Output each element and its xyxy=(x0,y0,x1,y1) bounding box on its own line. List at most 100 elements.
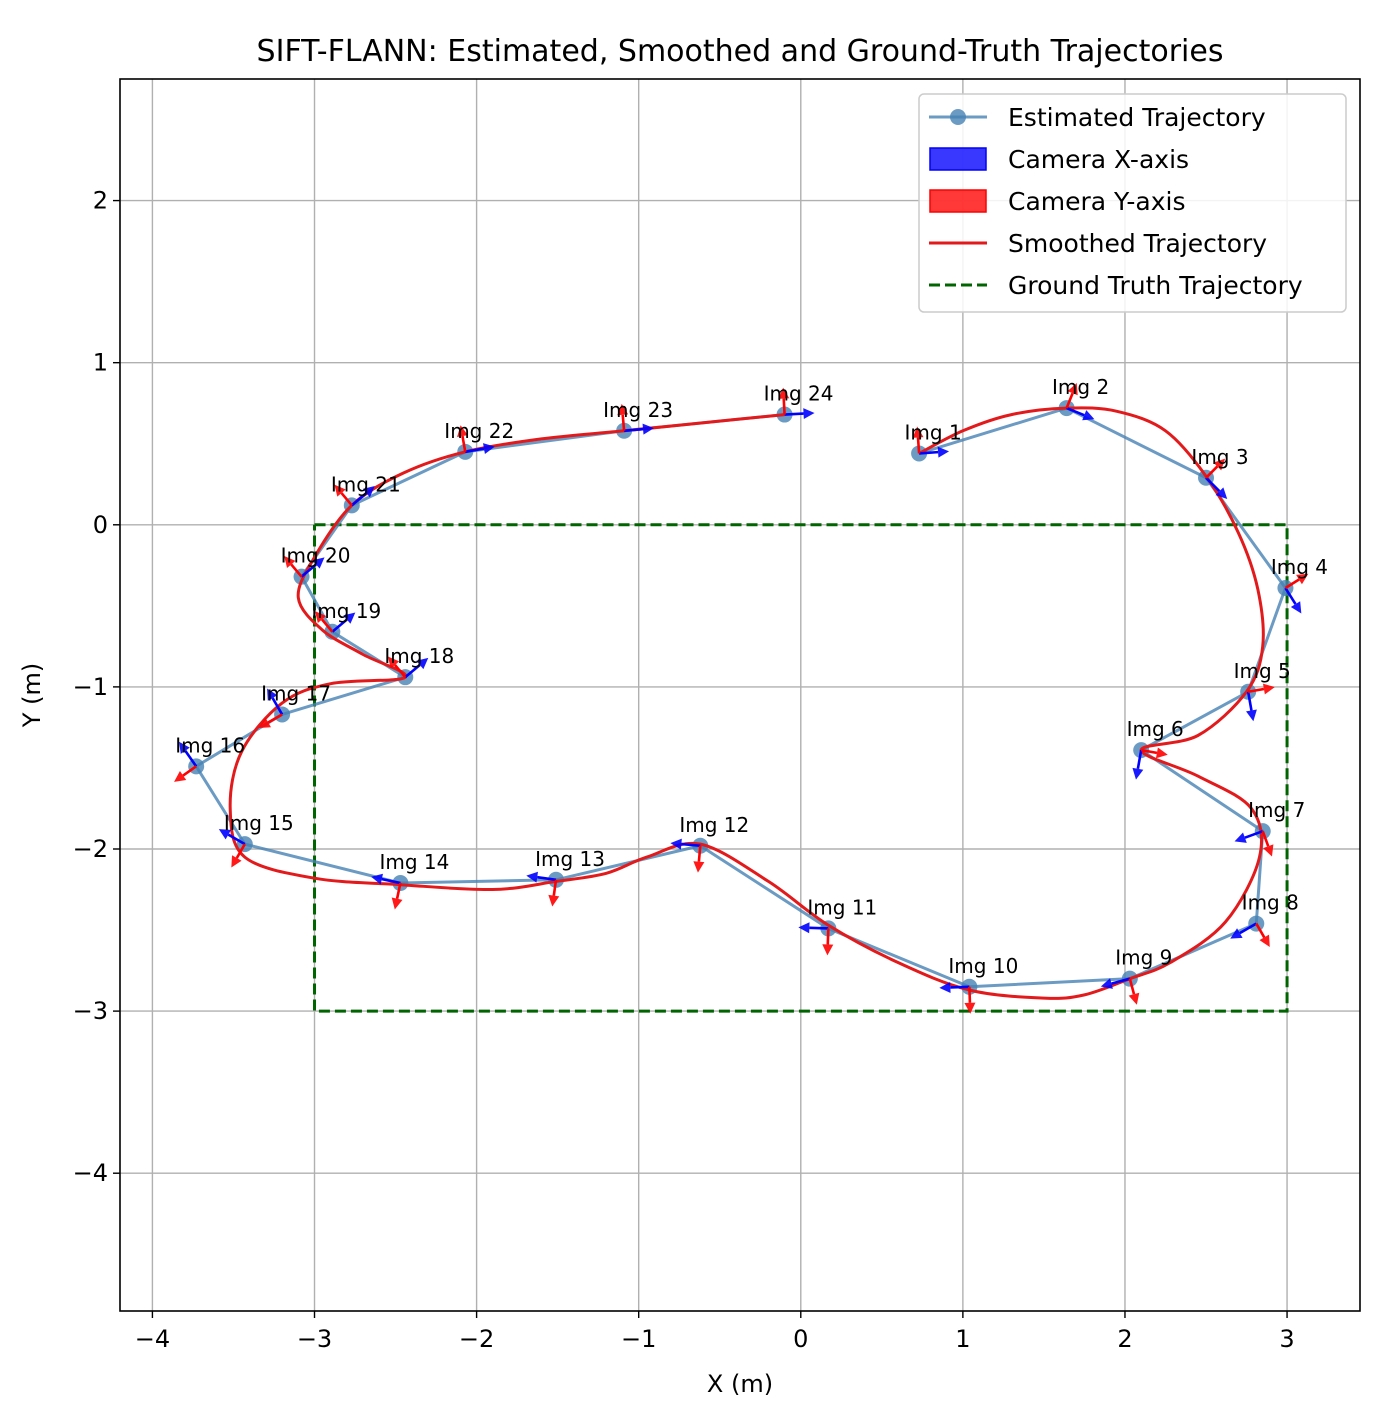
camera-y-arrow-head xyxy=(174,770,187,782)
camera-x-arrow-head xyxy=(798,922,810,934)
y-axis: −4 −3 −2 −1 0 1 2 xyxy=(73,187,120,1187)
camera-y-arrow-head xyxy=(391,897,403,910)
camera-y-arrow-shaft xyxy=(1128,978,1136,995)
camera-x-arrow-shaft xyxy=(1066,406,1085,417)
camera-x-arrow-shaft xyxy=(184,750,198,768)
camera-x-arrow-shaft xyxy=(465,447,485,454)
x-axis: −4 −3 −2 −1 0 1 2 3 xyxy=(135,1311,1295,1353)
point-label: Img 8 xyxy=(1242,891,1299,915)
legend-entry: Smoothed Trajectory xyxy=(929,229,1267,258)
point-label: Img 18 xyxy=(384,644,454,668)
camera-y-arrow-shaft xyxy=(340,492,353,507)
legend-entry: Camera X-axis xyxy=(929,145,1189,174)
point-label: Img 9 xyxy=(1115,946,1172,970)
camera-y-arrow-shaft xyxy=(395,882,402,899)
camera-y-arrow-shaft xyxy=(1255,922,1266,939)
point-label: Img 17 xyxy=(261,681,331,705)
camera-y-arrow-shaft xyxy=(267,713,283,724)
x-tick-label: 2 xyxy=(1117,1325,1132,1353)
camera-x-arrow-head xyxy=(371,873,383,885)
camera-y-arrow-head xyxy=(1128,992,1140,1005)
camera-x-arrow-head xyxy=(939,981,951,993)
camera-x-arrow-head xyxy=(1215,487,1228,499)
plot-frame xyxy=(119,78,1361,1312)
camera-x-arrow-shaft xyxy=(1239,922,1257,935)
camera-x-arrow-shaft xyxy=(1205,476,1221,493)
camera-x-arrow-shaft xyxy=(919,450,939,455)
camera-y-arrow-head xyxy=(1263,844,1274,857)
legend-label: Smoothed Trajectory xyxy=(1008,229,1267,258)
camera-x-arrow-head xyxy=(803,408,815,420)
camera-x-arrow-shaft xyxy=(271,697,284,716)
camera-y-arrow-shaft xyxy=(1284,578,1300,590)
point-label: Img 24 xyxy=(764,382,834,406)
camera-x-arrow-head xyxy=(267,688,278,701)
camera-y-arrow-head xyxy=(778,387,790,399)
camera-x-arrow-shaft xyxy=(950,985,970,989)
y-tick-label: −4 xyxy=(73,1159,108,1187)
legend-entry: Ground Truth Trajectory xyxy=(929,271,1303,300)
camera-x-arrow-head xyxy=(526,871,538,883)
camera-x-arrow-shaft xyxy=(537,875,557,882)
camera-y-arrow-shaft xyxy=(697,845,702,862)
point-label: Img 1 xyxy=(905,420,962,444)
point-label: Img 13 xyxy=(535,847,605,871)
legend-label: Camera Y-axis xyxy=(1008,187,1185,216)
camera-x-arrow-shaft xyxy=(404,663,421,679)
smoothed-trajectory-layer xyxy=(228,406,1265,1000)
camera-y-arrow-shaft xyxy=(621,414,626,431)
camera-y-arrow-head xyxy=(334,484,346,497)
camera-y-arrow-shaft xyxy=(552,879,558,896)
point-label: Img 2 xyxy=(1052,375,1109,399)
y-tick-label: 2 xyxy=(93,187,108,215)
x-tick-label: −3 xyxy=(297,1325,332,1353)
point-label: Img 3 xyxy=(1191,445,1248,469)
camera-y-arrow-head xyxy=(912,426,924,438)
camera-y-arrow-head xyxy=(617,403,629,416)
y-tick-label: −1 xyxy=(73,673,108,701)
point-label: Img 19 xyxy=(311,599,381,623)
camera-x-arrow-shaft xyxy=(809,926,829,930)
camera-x-arrow-head xyxy=(483,443,495,454)
camera-y-arrow-head xyxy=(1067,383,1078,396)
y-tick-label: −3 xyxy=(73,997,108,1025)
legend-swatch-marker xyxy=(950,109,966,125)
camera-x-arrow-head xyxy=(1082,410,1095,421)
camera-y-arrow-head xyxy=(548,894,560,907)
legend-entries: Estimated Trajectory Camera X-axis Camera … xyxy=(929,103,1303,300)
camera-x-arrow-head xyxy=(1132,767,1144,780)
camera-x-arrow-shaft xyxy=(623,427,644,433)
camera-x-arrow-head xyxy=(343,612,356,624)
point-label: Img 7 xyxy=(1248,798,1305,822)
camera-y-arrow-shaft xyxy=(1205,465,1219,479)
camera-y-arrow-shaft xyxy=(1065,392,1074,409)
camera-y-arrow-head xyxy=(964,1002,976,1014)
camera-y-arrow-head xyxy=(231,855,242,868)
x-tick-label: 0 xyxy=(793,1325,808,1353)
camera-y-arrow-head xyxy=(1262,683,1275,695)
camera-y-arrow-shaft xyxy=(182,765,197,777)
legend-box xyxy=(918,93,1347,313)
y-tick-label: 1 xyxy=(93,349,108,377)
legend-entry: Camera Y-axis xyxy=(929,187,1185,216)
camera-y-arrow-head xyxy=(387,656,400,669)
x-tick-label: 1 xyxy=(955,1325,970,1353)
camera-y-arrow-shaft xyxy=(1140,748,1158,755)
legend: Estimated Trajectory Camera X-axis Camera … xyxy=(918,93,1347,313)
point-label: Img 23 xyxy=(603,398,673,422)
camera-y-arrow-shaft xyxy=(394,664,407,679)
camera-x-arrow-shaft xyxy=(331,618,348,633)
camera-y-arrow-head xyxy=(693,861,705,873)
camera-y-arrow-shaft xyxy=(321,618,334,633)
camera-x-arrow-head xyxy=(312,557,325,569)
camera-axes-layer xyxy=(174,383,1309,1014)
point-label: Img 5 xyxy=(1234,659,1291,683)
ground-truth-line xyxy=(313,523,1289,1013)
point-label: Img 15 xyxy=(224,811,294,835)
camera-x-arrow-head xyxy=(1230,928,1243,939)
camera-y-arrow-head xyxy=(1296,573,1309,585)
camera-x-arrow-head xyxy=(937,446,950,458)
camera-y-arrow-head xyxy=(822,944,834,956)
point-label: Img 20 xyxy=(281,544,351,568)
camera-x-arrow-head xyxy=(1246,709,1257,722)
